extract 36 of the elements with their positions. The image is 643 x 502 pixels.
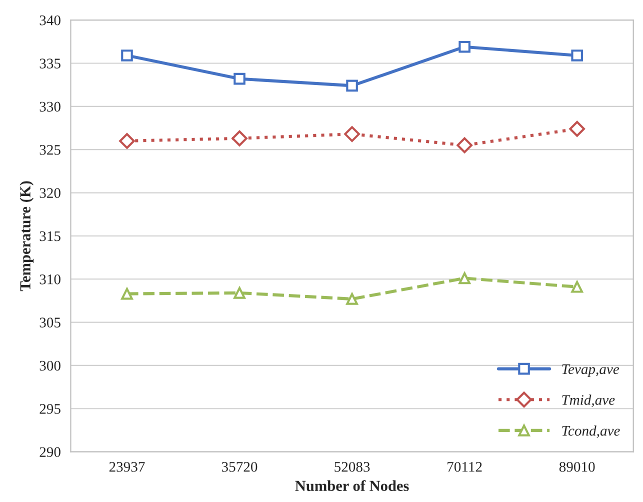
y-axis-title: Temperature (K) bbox=[20, 181, 34, 292]
y-tick-label: 325 bbox=[40, 145, 60, 155]
y-tick-label: 335 bbox=[40, 58, 60, 68]
point bbox=[119, 133, 135, 149]
point bbox=[346, 293, 358, 305]
y-tick-label: 315 bbox=[40, 231, 60, 242]
point bbox=[346, 80, 358, 92]
point bbox=[234, 72, 246, 85]
point bbox=[121, 50, 133, 62]
legend-label: Tmid,ave bbox=[562, 394, 615, 407]
x-tick-label: 23937 bbox=[109, 462, 145, 472]
y-tick-label: 340 bbox=[40, 15, 60, 26]
point bbox=[571, 280, 583, 293]
y-tick-label: 290 bbox=[40, 447, 60, 458]
point bbox=[121, 288, 133, 300]
point bbox=[234, 287, 246, 299]
legend-label: Tcond,ave bbox=[562, 425, 620, 438]
point bbox=[458, 272, 470, 284]
y-tick-label: 330 bbox=[40, 102, 60, 112]
y-tick-label: 310 bbox=[40, 274, 60, 284]
point bbox=[232, 130, 248, 146]
x-tick-label: 35720 bbox=[222, 462, 258, 472]
point bbox=[571, 50, 583, 62]
point bbox=[569, 120, 586, 137]
x-tick-label: 89010 bbox=[559, 462, 595, 472]
point bbox=[344, 126, 360, 142]
y-tick-label: 300 bbox=[40, 360, 60, 371]
x-axis-title: Number of Nodes bbox=[295, 480, 409, 492]
legend-label: Tevap,ave bbox=[562, 364, 620, 378]
y-tick-label: 295 bbox=[40, 404, 60, 414]
point bbox=[456, 137, 472, 154]
y-tick-label: 305 bbox=[40, 318, 60, 328]
x-tick-label: 70112 bbox=[448, 462, 482, 472]
y-tick-label: 320 bbox=[40, 188, 60, 198]
x-tick-label: 52083 bbox=[334, 462, 370, 472]
point bbox=[458, 40, 470, 53]
